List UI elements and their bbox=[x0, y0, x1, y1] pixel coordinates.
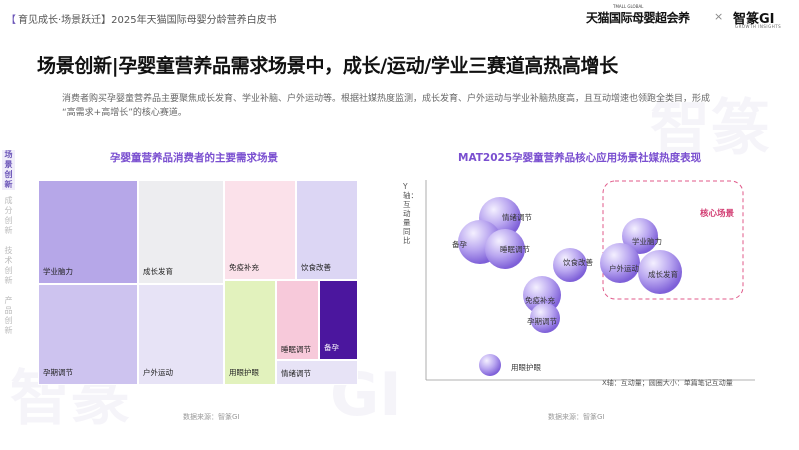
treemap-tile-label: 饮食改善 bbox=[301, 263, 331, 272]
treemap-tile: 孕期调节 bbox=[38, 284, 138, 385]
bubble-academic-brain bbox=[622, 218, 658, 254]
treemap-tile-label: 成长发育 bbox=[143, 267, 173, 276]
side-nav-tech-innovation[interactable]: 技术创新 bbox=[4, 246, 13, 285]
treemap-tile: 备孕 bbox=[319, 280, 358, 360]
treemap-tile: 情绪调节 bbox=[276, 360, 358, 385]
side-nav-scene-innovation[interactable]: 场景创新 bbox=[2, 150, 15, 190]
page-title: 场景创新|孕婴童营养品需求场景中，成长/运动/学业三赛道高热高增长 bbox=[37, 55, 618, 77]
tmall-logo: 天猫国际母婴超会养 bbox=[586, 11, 690, 25]
bubble-diet-improvement bbox=[553, 248, 587, 282]
source-note-right: 数据来源：智篆GI bbox=[548, 413, 605, 421]
core-scene-label: 核心场景 bbox=[700, 209, 735, 219]
treemap-tile-label: 户外运动 bbox=[143, 368, 173, 377]
bubble-growth-development bbox=[638, 250, 682, 294]
side-nav-ingredient-innovation[interactable]: 成分创新 bbox=[4, 196, 13, 235]
treemap-tile: 成长发育 bbox=[138, 180, 224, 284]
bubble-outdoor-sports bbox=[600, 243, 640, 283]
bubble-label: 成长发育 bbox=[648, 270, 678, 279]
bubble-eye-care bbox=[479, 354, 501, 376]
bubble-label: 备孕 bbox=[452, 240, 467, 249]
x-axis-note: X轴：互动量；圆圈大小：单篇笔记互动量 bbox=[602, 379, 733, 387]
treemap-tile-label: 免疫补充 bbox=[229, 263, 259, 272]
bubble-label: 睡眠调节 bbox=[500, 245, 530, 254]
treemap-tile: 户外运动 bbox=[138, 284, 224, 385]
side-nav-product-innovation[interactable]: 产品创新 bbox=[4, 296, 13, 335]
bubble-label: 用眼护眼 bbox=[511, 363, 541, 372]
scatter-title: MAT2025孕婴童营养品核心应用场景社媒热度表现 bbox=[458, 152, 702, 164]
treemap-tile: 饮食改善 bbox=[296, 180, 358, 280]
treemap-tile-label: 孕期调节 bbox=[43, 368, 73, 377]
bubble-label: 孕期调节 bbox=[527, 317, 557, 326]
treemap-tile-label: 备孕 bbox=[324, 343, 339, 352]
description-line-1: 消费者购买孕婴童营养品主要聚焦成长发育、学业补脑、户外运动等。根据社媒热度监测，… bbox=[62, 94, 711, 104]
zhizhuan-logo-subtext: GROWTH INSIGHTS bbox=[735, 24, 782, 29]
scatter-plot bbox=[425, 180, 755, 381]
bubble-label: 饮食改善 bbox=[563, 258, 593, 267]
header-bracket: 【 bbox=[6, 15, 16, 26]
y-axis-label: Y轴：互动量同比 bbox=[403, 182, 418, 245]
treemap-tile: 睡眠调节 bbox=[276, 280, 319, 360]
treemap-tile: 用眼护眼 bbox=[224, 280, 276, 385]
treemap-tile-label: 学业脑力 bbox=[43, 267, 73, 276]
tmall-logo-subtext: TMALL GLOBAL bbox=[613, 4, 644, 9]
description-line-2: “高需求+高增长”的核心赛道。 bbox=[62, 108, 187, 118]
bubble-pregnancy-care bbox=[530, 303, 560, 333]
treemap-tile: 免疫补充 bbox=[224, 180, 296, 280]
bubble-label: 免疫补充 bbox=[525, 296, 555, 305]
zhizhuan-logo: 智篆GI bbox=[733, 12, 775, 27]
header-section-title: 育见成长·场景跃迁】2025年天猫国际母婴分龄营养白皮书 bbox=[18, 15, 277, 26]
bubble-label: 学业脑力 bbox=[632, 237, 662, 246]
source-note-left: 数据来源：智篆GI bbox=[183, 413, 240, 421]
bubble-label: 户外运动 bbox=[609, 264, 639, 273]
treemap-title: 孕婴童营养品消费者的主要需求场景 bbox=[110, 152, 278, 164]
bubble-sleep-regulation bbox=[485, 229, 525, 269]
treemap-tile: 学业脑力 bbox=[38, 180, 138, 284]
treemap: 学业脑力 成长发育 孕期调节 户外运动 免疫补充 饮食改善 用眼护眼 睡眠调节 … bbox=[38, 180, 358, 385]
collab-separator: × bbox=[714, 10, 724, 23]
treemap-tile-label: 用眼护眼 bbox=[229, 368, 259, 377]
treemap-tile-label: 睡眠调节 bbox=[281, 345, 311, 354]
treemap-tile-label: 情绪调节 bbox=[281, 369, 311, 378]
core-scene-highlight-box bbox=[602, 180, 744, 300]
bubble-label: 情绪调节 bbox=[502, 213, 532, 222]
